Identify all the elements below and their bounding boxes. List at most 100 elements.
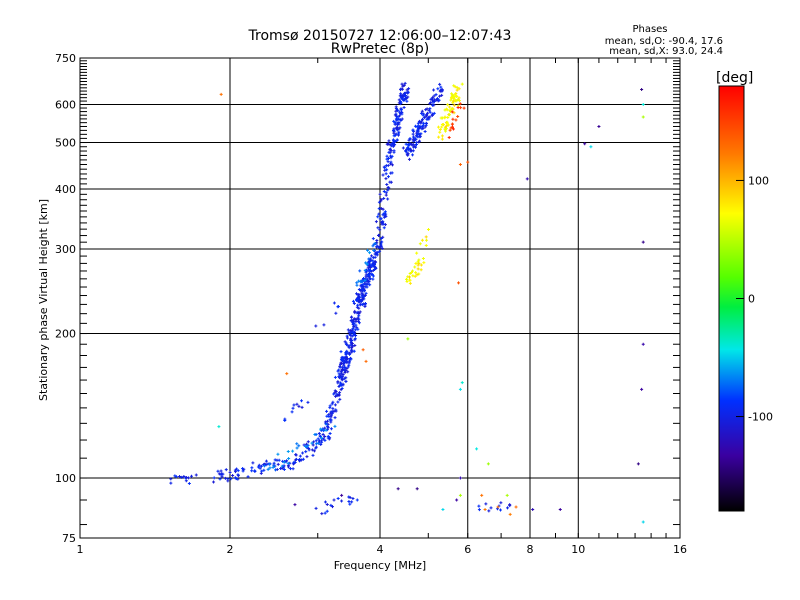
data-point (305, 455, 309, 459)
data-point (314, 439, 318, 443)
data-point (281, 459, 285, 463)
data-point (379, 217, 383, 221)
data-point (330, 411, 334, 415)
data-point (323, 435, 327, 439)
data-point (416, 267, 420, 271)
data-point (378, 192, 382, 196)
data-point (333, 416, 337, 420)
data-point (220, 472, 224, 476)
data-point (357, 306, 361, 310)
data-point (340, 493, 344, 497)
data-point (233, 468, 237, 472)
data-point (339, 350, 343, 354)
x-tick-label: 4 (377, 543, 384, 556)
data-point (393, 122, 397, 126)
data-point (212, 480, 216, 484)
data-point (343, 360, 347, 364)
data-point (411, 137, 415, 141)
data-point (416, 128, 420, 132)
data-point (506, 506, 510, 510)
data-point (389, 162, 393, 166)
data-point (425, 114, 429, 118)
data-point (307, 447, 311, 451)
data-point (338, 373, 342, 377)
data-point (383, 168, 387, 172)
data-point (353, 338, 357, 342)
data-point (333, 424, 337, 428)
data-point (436, 87, 440, 91)
data-point (393, 139, 397, 143)
data-point (458, 162, 462, 166)
y-tick-label: 750 (55, 52, 76, 65)
data-point (268, 462, 272, 466)
data-point (449, 126, 453, 130)
data-point (301, 457, 305, 461)
data-point (350, 500, 354, 504)
data-point (352, 349, 356, 353)
data-point (367, 279, 371, 283)
data-point (383, 210, 387, 214)
data-point (451, 127, 455, 131)
data-point (448, 113, 452, 117)
data-point (351, 496, 355, 500)
data-point (314, 324, 318, 328)
data-point (298, 454, 302, 458)
data-point (314, 506, 318, 510)
data-point (438, 130, 442, 134)
data-point (477, 504, 481, 508)
data-point (453, 85, 457, 89)
data-point (302, 443, 306, 447)
data-point (333, 375, 337, 379)
data-point (348, 495, 352, 499)
data-point (334, 311, 338, 315)
data-point (486, 462, 490, 466)
data-point (373, 252, 377, 256)
data-point (332, 498, 336, 502)
stats-o-line: mean, sd,O: -90.4, 17.6 (605, 36, 723, 47)
data-points (169, 81, 645, 524)
data-point (241, 469, 245, 473)
data-point (438, 89, 442, 93)
data-point (236, 477, 240, 481)
data-point (353, 328, 357, 332)
data-point (508, 512, 512, 516)
data-point (292, 460, 296, 464)
data-point (440, 125, 444, 129)
data-point (487, 509, 491, 513)
data-point (429, 101, 433, 105)
data-point (349, 338, 353, 342)
y-tick-label: 400 (55, 183, 76, 196)
data-point (384, 193, 388, 197)
data-point (451, 117, 455, 121)
data-point (408, 272, 412, 275)
data-point (326, 426, 330, 430)
data-point (347, 346, 351, 350)
data-point (428, 115, 432, 119)
data-point (291, 467, 295, 471)
data-point (361, 303, 365, 307)
data-point (277, 458, 281, 462)
data-point (398, 114, 401, 118)
data-point (440, 116, 444, 120)
data-point (423, 129, 427, 133)
data-point (375, 241, 379, 245)
data-point (382, 190, 386, 194)
data-point (377, 200, 381, 204)
data-point (558, 507, 562, 511)
data-point (356, 303, 360, 307)
data-point (351, 319, 355, 323)
data-point (350, 315, 354, 319)
data-point (364, 291, 368, 295)
data-point (312, 440, 316, 444)
data-point (419, 268, 423, 272)
data-point (420, 117, 424, 121)
data-point (187, 482, 191, 486)
data-point (360, 286, 364, 290)
data-point (331, 407, 335, 411)
data-point (428, 110, 432, 114)
data-point (385, 157, 389, 161)
data-point (460, 82, 464, 86)
data-point (359, 288, 363, 292)
data-point (364, 359, 368, 363)
x-tick-label: 1 (77, 543, 84, 556)
